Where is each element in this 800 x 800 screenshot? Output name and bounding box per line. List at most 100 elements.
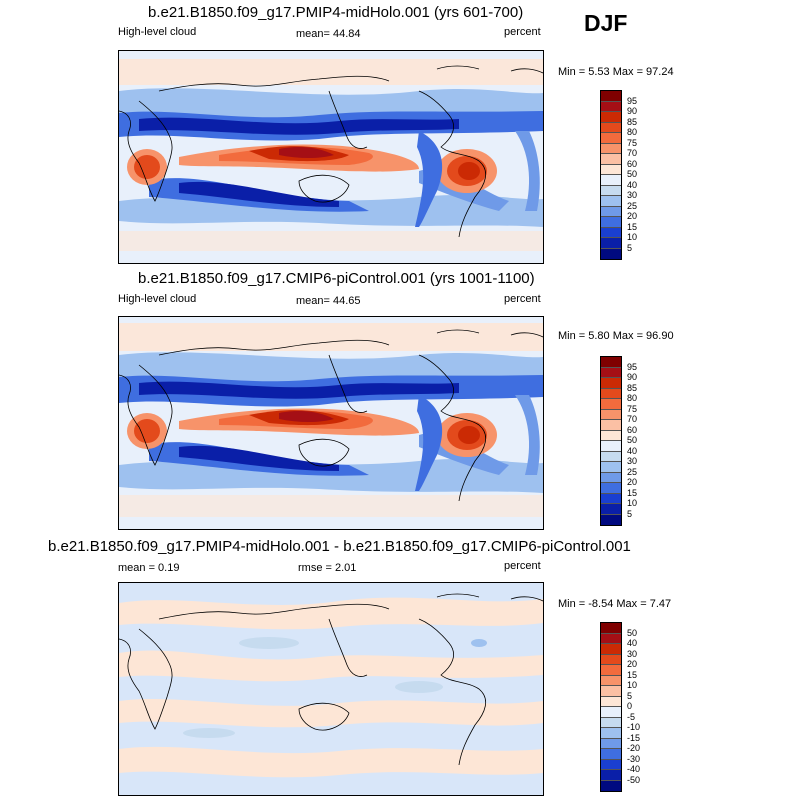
panel-2-minmax-label: Min = 5.80 Max = 96.90 — [558, 330, 674, 342]
colorbar-swatch — [601, 399, 621, 410]
colorbar-swatch — [601, 780, 621, 791]
panel-3-title: b.e21.B1850.f09_g17.PMIP4-midHolo.001 - … — [48, 538, 631, 555]
panel-3-colorbar — [600, 622, 622, 792]
colorbar-label: 40 — [627, 638, 638, 648]
panel-1-title: b.e21.B1850.f09_g17.PMIP4-midHolo.001 (y… — [148, 4, 524, 21]
colorbar-label: 50 — [627, 169, 638, 179]
colorbar-swatch — [601, 728, 621, 739]
colorbar-label: 40 — [627, 179, 638, 190]
colorbar-swatch — [601, 654, 621, 665]
colorbar-swatch — [601, 675, 621, 686]
colorbar-swatch — [601, 217, 621, 228]
colorbar-label: -40 — [627, 764, 641, 774]
colorbar-label: 30 — [627, 648, 638, 659]
colorbar-swatch — [601, 357, 621, 368]
colorbar-swatch — [601, 378, 621, 389]
colorbar-swatch — [601, 248, 621, 259]
colorbar-swatch — [601, 122, 621, 133]
panel-2-map — [118, 316, 544, 530]
colorbar-swatch — [601, 623, 621, 634]
colorbar-label: 40 — [627, 445, 638, 456]
colorbar-label: 90 — [627, 106, 638, 116]
panel-2-title: b.e21.B1850.f09_g17.CMIP6-piControl.001 … — [138, 270, 535, 287]
colorbar-swatch — [601, 238, 621, 249]
colorbar-swatch — [601, 665, 621, 676]
colorbar-swatch — [601, 185, 621, 196]
colorbar-label: 85 — [627, 116, 638, 127]
colorbar-swatch — [601, 462, 621, 473]
colorbar-label: 95 — [627, 95, 638, 106]
colorbar-swatch — [601, 686, 621, 697]
colorbar-label: -50 — [627, 774, 641, 785]
colorbar-label: 75 — [627, 403, 638, 414]
colorbar-label: 0 — [627, 701, 633, 711]
colorbar-label: -5 — [627, 711, 636, 722]
colorbar-label: 70 — [627, 148, 638, 158]
colorbar-label: 30 — [627, 190, 638, 200]
colorbar-label: 15 — [627, 669, 638, 680]
panel-3-map — [118, 582, 544, 796]
colorbar-label: 5 — [627, 508, 633, 519]
colorbar-label: 25 — [627, 466, 638, 477]
panel-2-units-label: percent — [504, 293, 541, 305]
colorbar-label: 50 — [627, 627, 638, 638]
colorbar-swatch — [601, 154, 621, 165]
colorbar-swatch — [601, 493, 621, 504]
colorbar-label: 80 — [627, 127, 638, 137]
panel-3-minmax-label: Min = -8.54 Max = 7.47 — [558, 598, 672, 610]
colorbar-swatch — [601, 483, 621, 494]
colorbar-label: 50 — [627, 435, 638, 445]
colorbar-label: 25 — [627, 200, 638, 211]
panel-2-variable-label: High-level cloud — [118, 293, 197, 305]
panel-2-colorbar — [600, 356, 622, 526]
colorbar-label: 95 — [627, 361, 638, 372]
colorbar-swatch — [601, 633, 621, 644]
colorbar-label: 70 — [627, 414, 638, 424]
colorbar-label: 20 — [627, 477, 638, 487]
colorbar-label: -20 — [627, 743, 641, 753]
colorbar-swatch — [601, 472, 621, 483]
panel-3-units-label: percent — [504, 560, 541, 572]
colorbar-swatch — [601, 420, 621, 431]
panel-1-mean-label: mean= 44.84 — [296, 28, 361, 40]
colorbar-label: -15 — [627, 732, 641, 743]
colorbar-label: 30 — [627, 456, 638, 466]
colorbar-label: 60 — [627, 158, 638, 169]
colorbar-swatch — [601, 738, 621, 749]
colorbar-label: 90 — [627, 372, 638, 382]
colorbar-swatch — [601, 206, 621, 217]
colorbar-swatch — [601, 514, 621, 525]
panel-1-units-label: percent — [504, 26, 541, 38]
colorbar-swatch — [601, 91, 621, 102]
panel-1-variable-label: High-level cloud — [118, 26, 197, 38]
colorbar-swatch — [601, 112, 621, 123]
colorbar-swatch — [601, 143, 621, 154]
colorbar-swatch — [601, 409, 621, 420]
panel-1-map — [118, 50, 544, 264]
colorbar-label: 15 — [627, 487, 638, 498]
colorbar-swatch — [601, 388, 621, 399]
colorbar-swatch — [601, 227, 621, 238]
colorbar-label: -10 — [627, 722, 641, 732]
colorbar-swatch — [601, 441, 621, 452]
colorbar-swatch — [601, 707, 621, 718]
colorbar-swatch — [601, 770, 621, 781]
colorbar-label: 5 — [627, 690, 633, 701]
panel-3-mean-label: mean = 0.19 — [118, 562, 180, 574]
colorbar-label: 20 — [627, 659, 638, 669]
colorbar-label: 10 — [627, 232, 638, 242]
colorbar-swatch — [601, 133, 621, 144]
colorbar-swatch — [601, 367, 621, 378]
colorbar-label: 20 — [627, 211, 638, 221]
colorbar-label: 5 — [627, 242, 633, 253]
colorbar-swatch — [601, 696, 621, 707]
colorbar-swatch — [601, 504, 621, 515]
colorbar-label: -30 — [627, 753, 641, 764]
panel-2-mean-label: mean= 44.65 — [296, 295, 361, 307]
colorbar-swatch — [601, 749, 621, 760]
panel-1-colorbar — [600, 90, 622, 260]
colorbar-swatch — [601, 451, 621, 462]
colorbar-swatch — [601, 717, 621, 728]
colorbar-label: 60 — [627, 424, 638, 435]
panel-1-minmax-label: Min = 5.53 Max = 97.24 — [558, 66, 674, 78]
